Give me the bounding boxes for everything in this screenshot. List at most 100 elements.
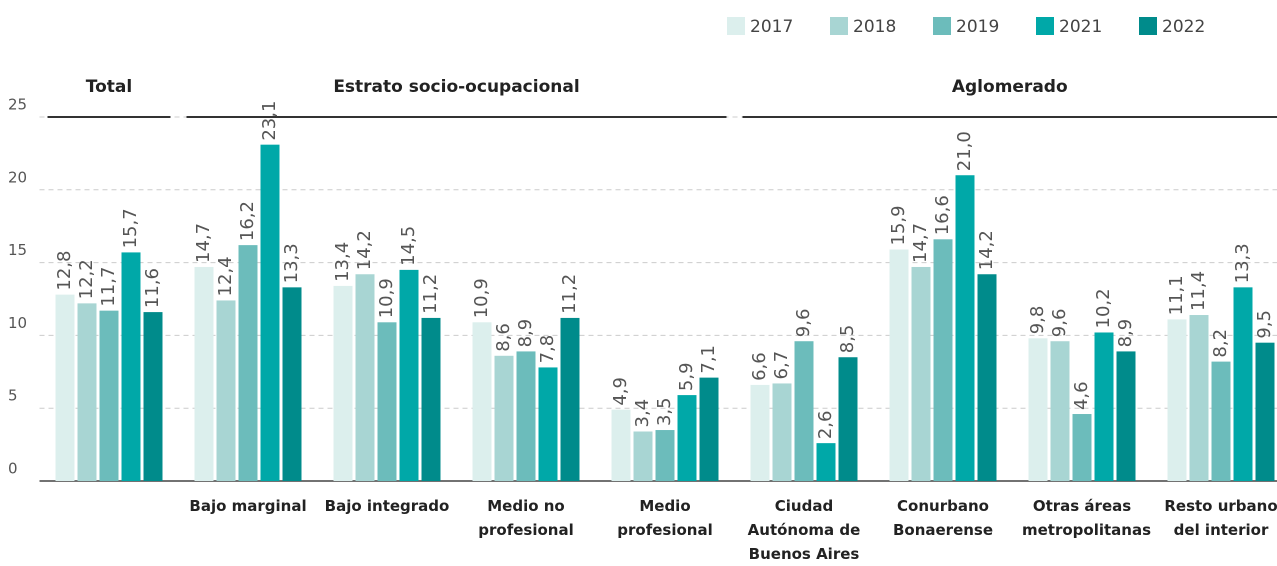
data-label: 10,9: [376, 278, 397, 318]
x-tick-label: Conurbano Bonaerense: [892, 497, 994, 539]
bar: [333, 285, 353, 481]
bar: [1028, 338, 1048, 481]
data-label: 23,1: [259, 101, 280, 141]
x-tick-label: Ciudad Autónoma de Buenos Aires: [747, 497, 861, 563]
section-title: Aglomerado: [952, 77, 1068, 97]
bar: [377, 322, 397, 481]
data-label: 9,8: [1027, 306, 1048, 335]
bar: [1211, 361, 1231, 481]
data-label: 10,9: [471, 278, 492, 318]
data-label: 4,9: [610, 377, 631, 406]
bar: [933, 239, 953, 481]
bar: [750, 384, 770, 481]
legend-label: 2018: [853, 17, 896, 37]
bar: [1072, 414, 1092, 481]
bar: [794, 341, 814, 481]
bar: [1255, 342, 1275, 481]
x-tick-label: Bajo marginal: [189, 497, 307, 515]
bar: [677, 395, 697, 481]
x-tick-label: Bajo integrado: [324, 497, 450, 515]
bar: [611, 409, 631, 481]
data-label: 9,5: [1254, 310, 1275, 339]
bar: [911, 266, 931, 481]
data-label: 14,2: [354, 230, 375, 270]
bar: [494, 355, 514, 481]
data-label: 7,1: [698, 345, 719, 374]
data-label: 12,2: [76, 259, 97, 299]
bar: [633, 431, 653, 481]
data-label: 11,7: [98, 267, 119, 307]
bar: [472, 322, 492, 481]
data-label: 13,4: [332, 242, 353, 282]
bar: [655, 430, 675, 481]
data-label: 16,2: [237, 201, 258, 241]
data-label: 3,4: [632, 399, 653, 428]
data-label: 15,7: [120, 208, 141, 248]
bar: [838, 357, 858, 481]
data-label: 4,6: [1071, 381, 1092, 410]
data-label: 8,2: [1210, 329, 1231, 358]
legend-swatch: [1139, 17, 1157, 35]
data-label: 14,5: [398, 226, 419, 266]
bar: [399, 269, 419, 481]
data-label: 8,6: [493, 323, 514, 352]
bar: [1050, 341, 1070, 481]
y-tick-label: 0: [8, 460, 18, 478]
y-tick-label: 5: [8, 387, 18, 405]
legend-swatch: [1036, 17, 1054, 35]
bar: [355, 274, 375, 481]
bar: [538, 367, 558, 481]
data-label: 11,4: [1188, 271, 1209, 311]
bar: [1094, 332, 1114, 481]
data-label: 11,1: [1166, 275, 1187, 315]
x-tick-label: Otras áreas metropolitanas: [1022, 497, 1152, 539]
data-label: 2,6: [815, 411, 836, 440]
legend-label: 2022: [1162, 17, 1205, 37]
bar: [1116, 351, 1136, 481]
data-label: 16,6: [932, 195, 953, 235]
legend-swatch: [727, 17, 745, 35]
bar: [772, 383, 792, 481]
bar: [143, 312, 163, 481]
data-label: 10,2: [1093, 288, 1114, 328]
data-label: 11,2: [559, 274, 580, 314]
bar: [560, 317, 580, 481]
legend-swatch: [933, 17, 951, 35]
data-label: 14,7: [910, 223, 931, 263]
data-label: 11,6: [142, 268, 163, 308]
bar: [699, 377, 719, 481]
data-label: 14,2: [976, 230, 997, 270]
bar: [121, 252, 141, 481]
section-title: Estrato socio-ocupacional: [333, 77, 579, 97]
data-label: 12,4: [215, 256, 236, 296]
x-tick-label: Medio no profesional: [478, 497, 574, 539]
bar: [238, 245, 258, 481]
data-label: 13,3: [281, 243, 302, 283]
section-title: Total: [86, 77, 132, 97]
bar: [516, 351, 536, 481]
bar: [816, 443, 836, 481]
bar: [421, 317, 441, 481]
data-label: 8,5: [837, 325, 858, 354]
y-tick-label: 10: [8, 314, 27, 332]
data-label: 8,9: [515, 319, 536, 348]
data-label: 9,6: [1049, 309, 1070, 338]
data-label: 14,7: [193, 223, 214, 263]
data-label: 5,9: [676, 362, 697, 391]
legend-label: 2019: [956, 17, 999, 37]
y-tick-label: 15: [8, 241, 27, 259]
y-tick-label: 25: [8, 96, 27, 114]
data-label: 6,6: [749, 352, 770, 381]
bar: [77, 303, 97, 481]
bar: [282, 287, 302, 481]
bar: [1167, 319, 1187, 481]
data-label: 13,3: [1232, 243, 1253, 283]
data-label: 12,8: [54, 251, 75, 291]
bar: [99, 310, 119, 481]
legend-label: 2021: [1059, 17, 1102, 37]
bar: [194, 266, 214, 481]
data-label: 6,7: [771, 351, 792, 380]
data-label: 8,9: [1115, 319, 1136, 348]
